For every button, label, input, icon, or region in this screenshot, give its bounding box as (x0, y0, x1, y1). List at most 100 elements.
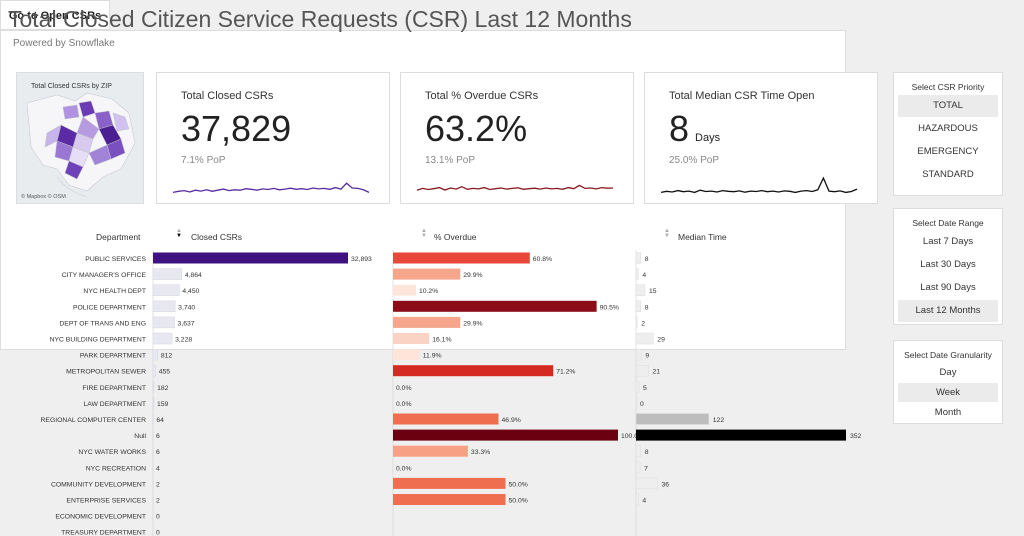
median-value: 15 (649, 288, 657, 295)
median-bar[interactable] (635, 397, 638, 409)
overdue-bar[interactable] (393, 429, 618, 441)
go-to-open-csrs-button[interactable]: Go to Open CSRs (0, 0, 110, 30)
header-overdue[interactable]: % Overdue (434, 232, 477, 242)
zip-map-card[interactable]: Total Closed CSRs by ZIP © Mapbox © OSM (16, 72, 144, 204)
department-label[interactable]: CITY MANAGER'S OFFICE (62, 272, 147, 279)
header-closed-csrs[interactable]: Closed CSRs (191, 232, 243, 242)
median-bar[interactable] (636, 429, 846, 441)
department-label[interactable]: NYC WATER WORKS (78, 449, 146, 456)
median-bar[interactable] (635, 413, 710, 425)
department-label[interactable]: METROPOLITAN SEWER (66, 369, 146, 376)
overdue-bar[interactable] (393, 349, 420, 361)
map-attribution[interactable]: © Mapbox © OSM (21, 194, 66, 200)
median-bar[interactable] (635, 477, 658, 490)
median-bar[interactable] (635, 364, 649, 377)
department-label[interactable]: COMMUNITY DEVELOPMENT (51, 481, 146, 488)
department-label[interactable]: ECONOMIC DEVELOPMENT (55, 514, 146, 521)
filter-option-last-30-days[interactable]: Last 30 Days (920, 259, 976, 270)
department-label[interactable]: LAW DEPARTMENT (83, 401, 146, 408)
kpi-median-time-card: Total Median CSR Time Open 8 Days 25.0% P… (644, 72, 878, 204)
median-value: 7 (644, 465, 648, 472)
median-bar[interactable] (635, 493, 639, 506)
header-department[interactable]: Department (96, 232, 141, 242)
department-label[interactable]: NYC BUILDING DEPARTMENT (50, 337, 146, 344)
department-label[interactable]: ENTERPRISE SERVICES (66, 498, 146, 505)
overdue-bar[interactable] (393, 445, 468, 457)
kpi-sparkline[interactable] (401, 173, 635, 203)
median-bar[interactable] (635, 300, 642, 313)
sparkline-path[interactable] (416, 184, 614, 191)
median-bar[interactable] (635, 252, 642, 264)
filter-option-week[interactable]: Week (898, 383, 998, 402)
overdue-value: 29.9% (463, 320, 482, 327)
department-label[interactable]: REGIONAL COMPUTER CENTER (41, 417, 147, 424)
overdue-bar[interactable] (393, 413, 499, 425)
overdue-bar[interactable] (393, 316, 461, 328)
filter-option-hazardous[interactable]: HAZARDOUS (918, 123, 978, 134)
median-bar[interactable] (635, 445, 642, 457)
closed-bar[interactable] (152, 397, 155, 409)
header-median-time[interactable]: Median Time (678, 232, 727, 242)
closed-bar[interactable] (152, 332, 173, 345)
department-label[interactable]: PUBLIC SERVICES (85, 256, 146, 263)
filter-option-standard[interactable]: STANDARD (922, 169, 974, 180)
priority-filter: Select CSR Priority TOTAL HAZARDOUS EMERGE… (893, 72, 1003, 196)
zip-map[interactable] (17, 73, 144, 204)
department-label[interactable]: FIRE DEPARTMENT (82, 385, 146, 392)
overdue-bar[interactable] (393, 252, 530, 264)
kpi-unit: Days (695, 132, 721, 144)
department-label[interactable]: Null (134, 433, 146, 440)
page-title: Total Closed Citizen Service Requests (C… (8, 6, 632, 32)
overdue-bar[interactable] (393, 300, 597, 312)
closed-bar[interactable] (152, 284, 180, 296)
filter-option-total[interactable]: TOTAL (898, 95, 998, 117)
closed-value: 2 (156, 498, 160, 505)
overdue-bar[interactable] (393, 268, 461, 280)
department-label[interactable]: PARK DEPARTMENT (80, 353, 146, 360)
overdue-value: 33.3% (471, 449, 490, 456)
department-label[interactable]: NYC RECREATION (86, 465, 146, 472)
filter-option-emergency[interactable]: EMERGENCY (917, 146, 979, 157)
median-bar[interactable] (635, 348, 642, 361)
closed-value: 159 (157, 401, 169, 408)
sort-median-icon[interactable]: ▲ ▼ (664, 228, 670, 239)
department-label[interactable]: TREASURY DEPARTMENT (61, 530, 146, 536)
overdue-bar[interactable] (393, 284, 416, 296)
median-bar[interactable] (635, 381, 640, 393)
median-bar[interactable] (635, 268, 639, 280)
sparkline-path[interactable] (172, 182, 370, 194)
median-bar[interactable] (635, 461, 641, 474)
filter-option-month[interactable]: Month (934, 407, 962, 418)
filter-option-last-7-days[interactable]: Last 7 Days (922, 236, 974, 247)
overdue-value: 60.8% (533, 256, 552, 263)
closed-bar[interactable] (152, 268, 183, 280)
overdue-bar[interactable] (393, 477, 506, 489)
closed-bar[interactable] (152, 300, 176, 313)
closed-bar[interactable] (152, 316, 175, 329)
department-label[interactable]: DEPT OF TRANS AND ENG (59, 320, 146, 327)
closed-bar[interactable] (152, 348, 159, 361)
sparkline-path[interactable] (660, 176, 858, 194)
filter-option-last-90-days[interactable]: Last 90 Days (920, 282, 976, 293)
closed-bar[interactable] (153, 252, 348, 264)
closed-value: 812 (161, 353, 173, 360)
overdue-bar[interactable] (393, 333, 430, 344)
department-label[interactable]: POLICE DEPARTMENT (73, 304, 146, 311)
department-label[interactable]: NYC HEALTH DEPT (83, 288, 146, 295)
sort-overdue-icon[interactable]: ▲ ▼ (421, 228, 427, 239)
closed-bar[interactable] (152, 381, 155, 393)
kpi-sparkline[interactable] (645, 173, 879, 203)
overdue-bar[interactable] (393, 365, 554, 377)
median-bar[interactable] (635, 316, 638, 329)
kpi-sparkline[interactable] (157, 173, 391, 203)
median-bar[interactable] (635, 332, 654, 345)
filter-option-day[interactable]: Day (939, 367, 957, 378)
median-bar[interactable] (635, 284, 646, 296)
closed-value: 2 (156, 481, 160, 488)
kpi-value: 8 Days (669, 109, 720, 149)
closed-bar[interactable] (152, 364, 156, 377)
sort-closed-icon[interactable]: ▲ ▼ (176, 228, 182, 239)
filter-option-last-12-months[interactable]: Last 12 Months (898, 300, 998, 322)
overdue-bar[interactable] (393, 494, 506, 505)
